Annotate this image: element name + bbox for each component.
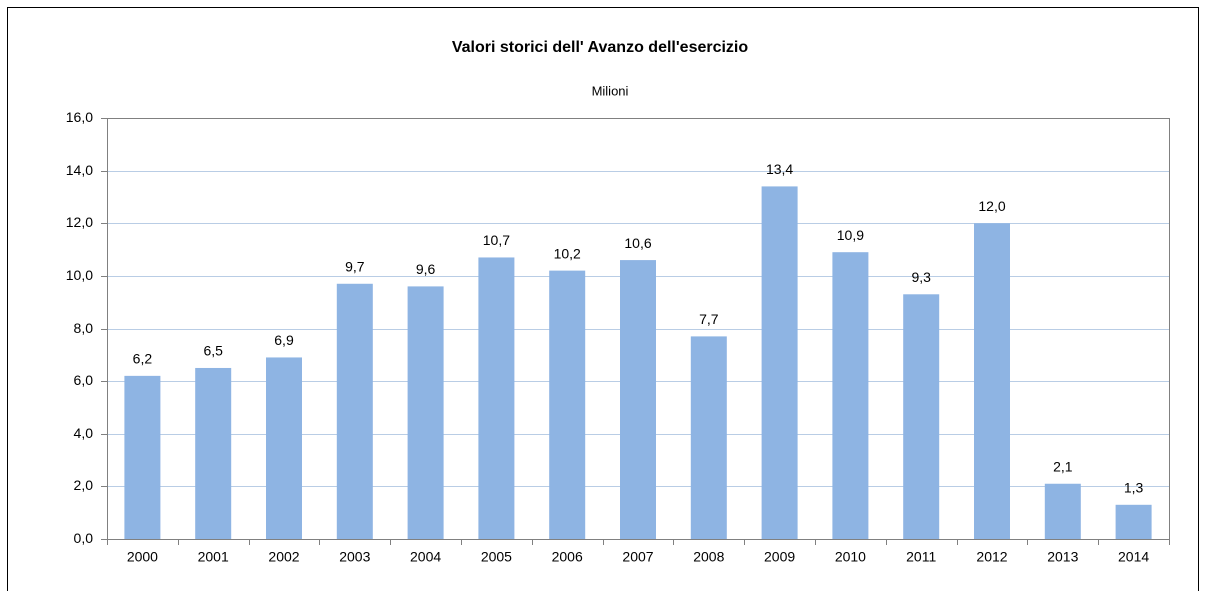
data-label: 13,4 (766, 161, 793, 177)
bar (903, 294, 940, 539)
data-label: 6,9 (274, 332, 294, 348)
y-tick-label: 10,0 (66, 267, 93, 283)
data-label: 1,3 (1124, 479, 1144, 495)
data-label: 10,7 (483, 232, 510, 248)
x-tick-label: 2011 (906, 549, 936, 565)
bar (407, 286, 444, 539)
x-tick-label: 2000 (127, 549, 158, 565)
data-label: 9,6 (416, 261, 436, 277)
data-label: 7,7 (699, 311, 719, 327)
x-tick-label: 2012 (976, 549, 1007, 565)
bar (690, 336, 727, 539)
y-tick-label: 16,0 (66, 109, 93, 125)
chart-subtitle: Milioni (592, 83, 629, 98)
data-label: 6,2 (133, 351, 153, 367)
bar (266, 357, 302, 539)
x-tick-label: 2005 (481, 549, 512, 565)
x-tick-label: 2007 (622, 549, 653, 565)
bar (124, 375, 161, 539)
bar (761, 186, 798, 539)
x-tick-label: 2014 (1118, 549, 1149, 565)
plot-area (107, 118, 1170, 540)
x-tick-label: 2001 (198, 549, 229, 565)
bar (1115, 504, 1152, 539)
y-tick-label: 4,0 (74, 425, 94, 441)
y-tick-label: 6,0 (74, 372, 94, 388)
y-tick-label: 14,0 (66, 162, 93, 178)
data-label: 2,1 (1053, 458, 1073, 474)
data-label: 9,3 (911, 269, 931, 285)
data-label: 10,2 (554, 245, 581, 261)
x-tick-label: 2004 (410, 549, 441, 565)
bar (620, 260, 656, 539)
bar (336, 283, 373, 539)
data-label: 6,5 (203, 343, 223, 359)
chart-frame (7, 7, 1199, 591)
y-tick-label: 8,0 (74, 320, 94, 336)
data-label: 12,0 (978, 198, 1005, 214)
bar (1044, 483, 1081, 539)
x-tick-label: 2003 (339, 549, 370, 565)
bar (832, 252, 869, 539)
x-tick-label: 2008 (693, 549, 724, 565)
x-tick-label: 2002 (268, 549, 299, 565)
bar (974, 223, 1010, 539)
x-tick-label: 2013 (1047, 549, 1078, 565)
bar (549, 270, 586, 539)
data-label: 10,6 (624, 235, 651, 251)
x-tick-label: 2010 (835, 549, 866, 565)
chart-title: Valori storici dell' Avanzo dell'eserciz… (452, 39, 749, 56)
y-tick-label: 0,0 (74, 530, 94, 546)
y-tick-label: 12,0 (66, 214, 93, 230)
x-tick-label: 2006 (552, 549, 583, 565)
y-tick-label: 2,0 (74, 477, 94, 493)
bar (478, 257, 515, 539)
x-tick-label: 2009 (764, 549, 795, 565)
data-label: 10,9 (837, 227, 864, 243)
data-label: 9,7 (345, 258, 365, 274)
bar (195, 367, 232, 539)
